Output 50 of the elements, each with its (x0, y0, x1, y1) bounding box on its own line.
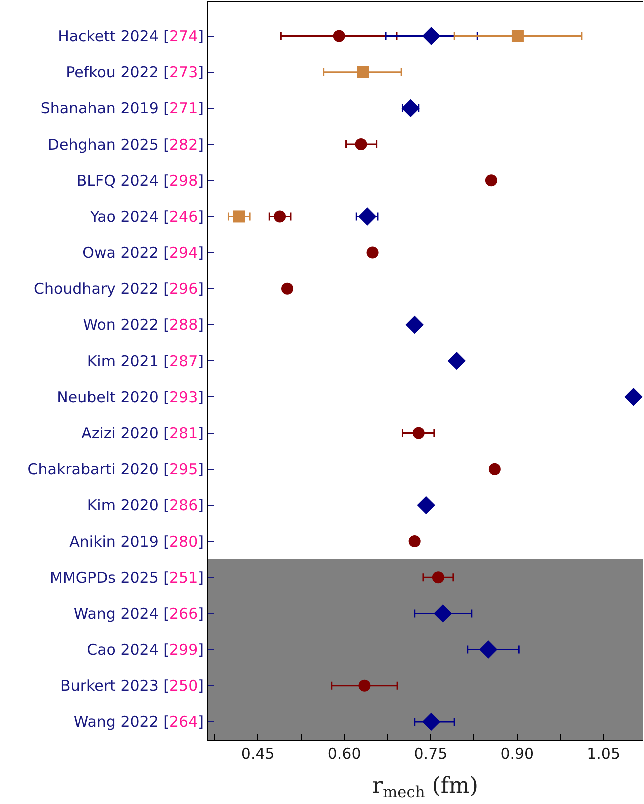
point (422, 27, 441, 46)
y-tick-label: Azizi 2020 [281] (82, 424, 204, 442)
point (358, 208, 377, 226)
point (274, 210, 286, 223)
point (417, 496, 436, 515)
y-tick-label: Choudhary 2022 [296] (34, 280, 204, 298)
y-tick-label: Kim 2021 [287] (87, 352, 204, 370)
point (282, 282, 294, 295)
text: 0.90 (500, 745, 534, 763)
y-tick-label: Hackett 2024 [274] (58, 28, 204, 46)
point (488, 463, 501, 476)
point (432, 572, 444, 584)
point (408, 536, 421, 548)
point (402, 99, 420, 118)
y-tick-label: Owa 2022 [294] (82, 244, 204, 262)
y-tick-label: Cao 2024 [299] (87, 641, 204, 660)
x-tick-label: 0.75 (414, 745, 448, 763)
y-tick-label: Kim 2020 [286] (87, 496, 204, 515)
point (355, 138, 368, 151)
point (512, 30, 524, 42)
y-tick-label: Burkert 2023 [250] (60, 677, 204, 696)
y-tick-label: MMGPDs 2025 [251] (50, 568, 204, 587)
x-axis-title: r$_{mech}$ (fm) (372, 774, 478, 802)
point (479, 640, 498, 659)
x-tick-label: 0.45 (241, 745, 275, 763)
point (406, 316, 424, 334)
y-tick-label: Won 2022 [288] (83, 316, 204, 334)
y-tick-label: Yao 2024 [246] (89, 208, 204, 226)
y-tick-label: Wang 2024 [266] (74, 604, 204, 623)
y-tick-label: Shanahan 2019 [271] (40, 100, 204, 118)
point (624, 388, 643, 406)
point (356, 66, 369, 78)
y-tick-label: Dehghan 2025 [282] (48, 136, 204, 154)
point (485, 174, 498, 187)
point (434, 604, 452, 623)
point (448, 352, 466, 370)
y-tick-label: Pefkou 2022 [273] (66, 64, 204, 82)
x-tick-label: 1.05 (587, 745, 621, 763)
point (233, 210, 246, 223)
point (412, 427, 425, 440)
point (366, 246, 379, 259)
y-tick-label: Anikin 2019 [280] (70, 532, 204, 551)
y-tick-label: BLFQ 2024 [298] (76, 172, 204, 190)
point (333, 30, 346, 42)
text: 0.60 (328, 745, 362, 763)
point (422, 712, 441, 732)
y-tick-label: Neubelt 2020 [293] (57, 388, 204, 406)
point (358, 680, 371, 692)
y-tick-label: Wang 2022 [264] (74, 713, 204, 732)
y-tick-label: Chakrabarti 2020 [295] (28, 460, 204, 479)
